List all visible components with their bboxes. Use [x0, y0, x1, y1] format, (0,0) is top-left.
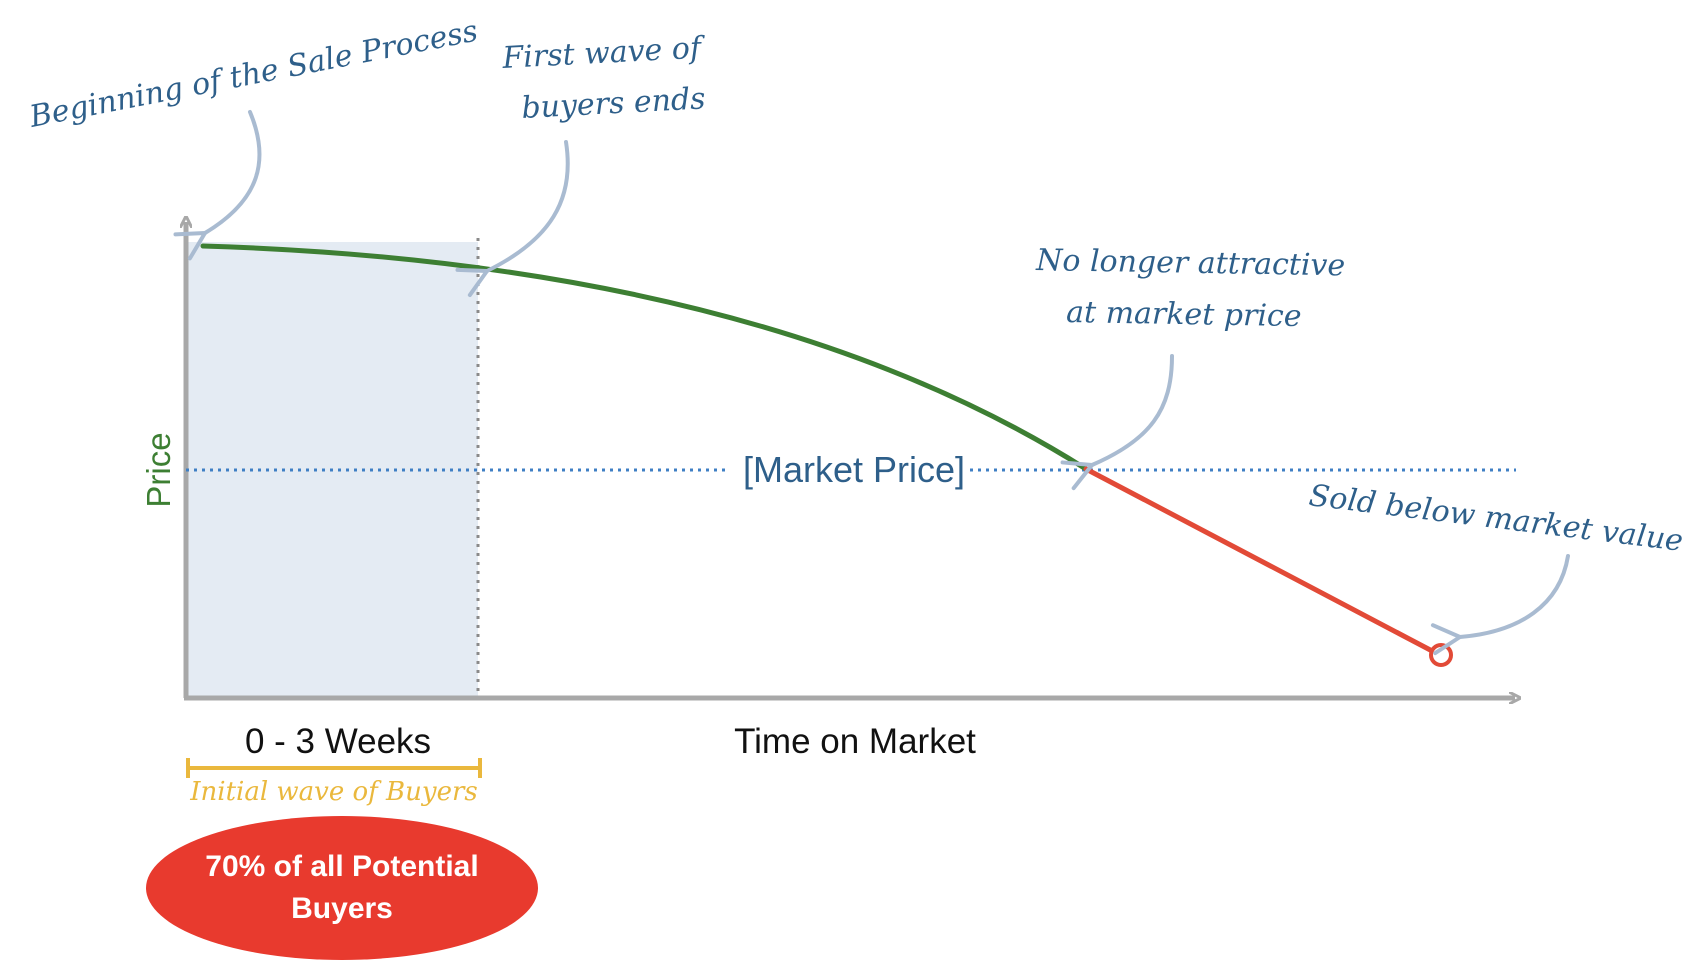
open-circle-icon	[1429, 643, 1453, 667]
initial-period-label: 0 - 3 Weeks	[245, 722, 431, 761]
y-axis-label: Price	[140, 432, 177, 507]
potential-buyers-bubble	[146, 816, 538, 960]
price-curve-below-market	[1083, 466, 1439, 656]
sold-below-arrow-icon	[1430, 554, 1570, 656]
price-curve-above-market	[200, 243, 1089, 472]
first-wave-annotation-line1: First wave of	[501, 30, 707, 76]
market-price-label: [Market Price]	[743, 449, 965, 490]
potential-buyers-line1: 70% of all Potential	[205, 850, 478, 883]
first-wave-annotation-line2: buyers ends	[521, 81, 707, 126]
no-longer-annotation-line2: at market price	[1066, 295, 1302, 334]
no-longer-arrow-icon	[1060, 354, 1174, 491]
no-longer-annotation-line1: No longer attractive	[1035, 243, 1346, 283]
initial-wave-caption: Initial wave of Buyers	[189, 777, 478, 807]
sold-below-annotation: Sold below market value	[1307, 478, 1682, 559]
potential-buyers-line2: Buyers	[291, 892, 393, 925]
first-wave-arrow-icon	[455, 140, 570, 298]
x-axis-label: Time on Market	[734, 722, 976, 761]
beginning-arrow-icon	[173, 110, 262, 261]
